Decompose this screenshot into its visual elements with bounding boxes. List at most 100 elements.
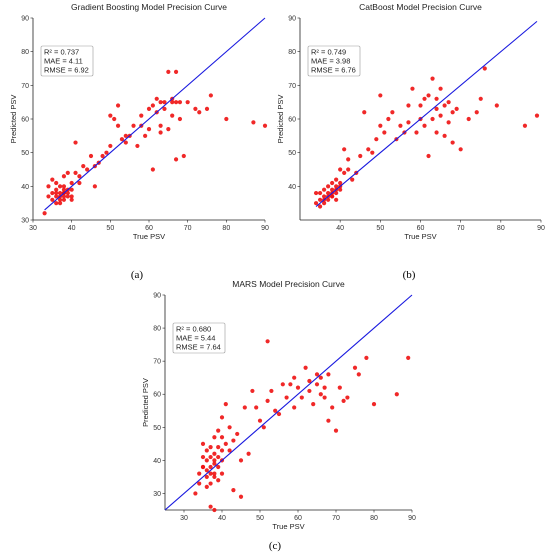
- data-point: [337, 385, 342, 390]
- data-point: [261, 425, 266, 430]
- data-point: [450, 110, 455, 115]
- data-point: [410, 86, 415, 91]
- data-point: [265, 339, 270, 344]
- data-point: [434, 106, 439, 111]
- data-point: [342, 170, 347, 175]
- x-tick-label: 60: [417, 225, 425, 232]
- x-tick-label: 70: [332, 515, 340, 522]
- data-point: [352, 365, 358, 370]
- y-tick-label: 30: [153, 491, 161, 498]
- data-point: [378, 93, 383, 98]
- data-point: [242, 405, 247, 410]
- data-point: [238, 458, 244, 463]
- data-point: [227, 425, 232, 430]
- data-point: [317, 190, 323, 196]
- panel-label: (c): [269, 540, 282, 552]
- data-point: [216, 454, 221, 460]
- data-point: [42, 211, 47, 216]
- data-point: [108, 143, 113, 149]
- data-point: [318, 375, 323, 380]
- data-point: [330, 180, 335, 186]
- data-point: [54, 190, 59, 196]
- data-point: [318, 392, 323, 397]
- data-point: [219, 471, 225, 476]
- data-point: [231, 438, 236, 443]
- data-point: [212, 458, 217, 463]
- x-tick-label: 30: [29, 225, 37, 232]
- data-point: [208, 454, 213, 460]
- stats-line: R² = 0.737: [44, 48, 79, 57]
- data-point: [406, 103, 411, 108]
- y-tick-label: 60: [153, 392, 161, 399]
- data-point: [330, 187, 335, 192]
- chart-title: CatBoost Model Precision Curve: [359, 2, 482, 12]
- data-point: [426, 93, 431, 98]
- data-point: [224, 116, 229, 122]
- data-point: [223, 402, 228, 407]
- data-point: [57, 197, 63, 202]
- data-point: [330, 194, 335, 199]
- data-point: [303, 365, 308, 370]
- data-point: [185, 100, 190, 105]
- y-axis-label: Predicted PSV: [276, 95, 285, 144]
- stats-line: RMSE = 6.76: [311, 66, 356, 75]
- data-point: [61, 174, 67, 179]
- data-point: [212, 474, 217, 480]
- data-point: [208, 504, 213, 509]
- data-point: [146, 127, 152, 132]
- x-axis-label: True PSV: [133, 232, 165, 241]
- stats-line: R² = 0.680: [176, 325, 211, 334]
- x-axis-label: True PSV: [404, 232, 436, 241]
- y-tick-label: 80: [153, 326, 161, 333]
- data-point: [54, 201, 59, 206]
- data-point: [204, 458, 209, 463]
- data-point: [346, 157, 351, 162]
- data-point: [65, 170, 70, 175]
- data-point: [100, 153, 105, 159]
- data-point: [326, 372, 331, 377]
- data-point: [322, 187, 327, 192]
- data-point: [204, 468, 209, 473]
- data-point: [446, 100, 451, 105]
- data-point: [112, 116, 117, 122]
- data-point: [317, 204, 323, 209]
- data-point: [216, 478, 221, 483]
- data-point: [390, 110, 395, 115]
- y-tick-label: 90: [288, 16, 296, 23]
- data-point: [166, 69, 171, 74]
- data-point: [193, 106, 198, 111]
- x-tick-label: 40: [336, 225, 344, 232]
- data-point: [342, 147, 347, 152]
- y-tick-label: 60: [21, 117, 29, 124]
- y-axis-label: Predicted PSV: [9, 95, 18, 144]
- data-point: [197, 110, 202, 115]
- data-point: [311, 402, 316, 407]
- reference-line: [44, 17, 266, 211]
- data-point: [200, 441, 206, 446]
- data-point: [162, 100, 167, 105]
- data-point: [422, 123, 427, 128]
- data-point: [430, 76, 435, 81]
- data-point: [438, 113, 443, 118]
- reference-line: [164, 294, 413, 511]
- x-tick-label: 90: [408, 515, 416, 522]
- data-point: [61, 194, 67, 199]
- data-point: [313, 201, 319, 206]
- x-tick-label: 70: [184, 225, 192, 232]
- data-point: [434, 130, 439, 135]
- data-point: [334, 184, 339, 189]
- data-point: [73, 140, 78, 145]
- chart-title: MARS Model Precision Curve: [232, 279, 345, 289]
- stats-line: RMSE = 6.92: [44, 66, 89, 75]
- data-point: [326, 418, 331, 423]
- data-point: [334, 197, 339, 202]
- data-point: [345, 395, 350, 400]
- data-point: [197, 471, 202, 476]
- data-point: [57, 190, 63, 196]
- data-point: [162, 106, 167, 111]
- data-point: [269, 388, 274, 394]
- data-point: [235, 431, 240, 437]
- data-point: [219, 435, 225, 440]
- data-point: [362, 110, 367, 115]
- data-point: [173, 157, 179, 162]
